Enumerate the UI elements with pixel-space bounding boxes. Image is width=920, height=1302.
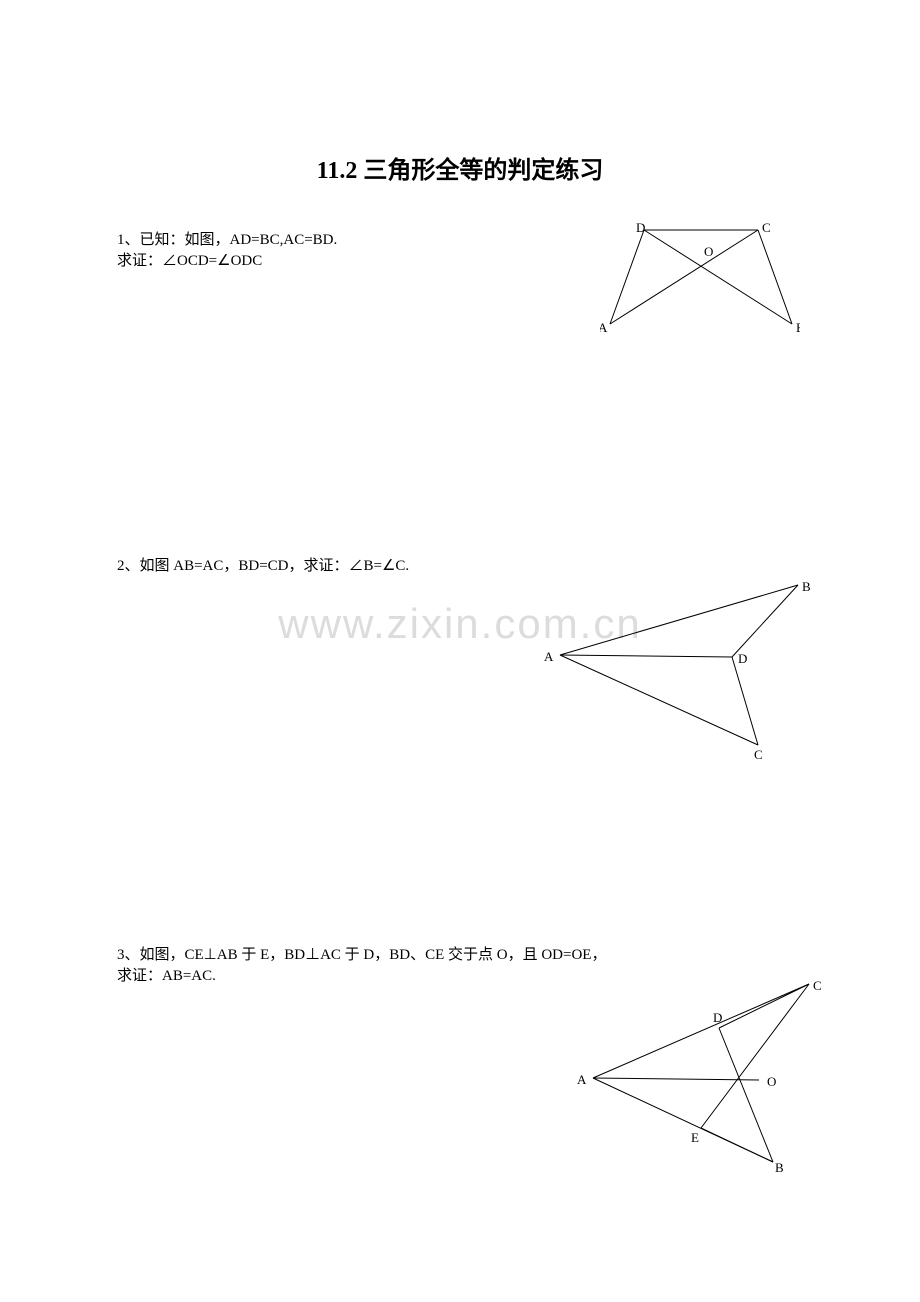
svg-text:A: A [544,649,554,664]
svg-text:C: C [762,222,771,235]
svg-text:D: D [738,651,747,666]
svg-text:A: A [600,320,608,335]
problem-3-text: 3、如图，CE⊥AB 于 E，BD⊥AC 于 D，BD、CE 交于点 O，且 O… [117,945,606,987]
problem-1-text: 1、已知：如图，AD=BC,AC=BD. 求证：∠OCD=∠ODC [117,230,337,272]
svg-text:D: D [636,222,645,235]
svg-text:B: B [775,1160,784,1175]
svg-text:E: E [691,1130,699,1145]
svg-text:D: D [713,1010,722,1025]
svg-text:C: C [813,978,822,993]
svg-text:O: O [767,1074,776,1089]
svg-text:B: B [796,320,800,335]
figure-2: A B C D [540,575,820,775]
page-title: 11.2 三角形全等的判定练习 [0,150,920,185]
svg-text:A: A [577,1072,587,1087]
figure-3: A B C D E O [575,970,825,1190]
problem-2-text: 2、如图 AB=AC，BD=CD，求证：∠B=∠C. [117,556,409,577]
svg-text:B: B [802,579,811,594]
svg-text:O: O [704,244,713,259]
svg-text:C: C [754,747,763,762]
figure-1: A B C D O [600,222,800,352]
